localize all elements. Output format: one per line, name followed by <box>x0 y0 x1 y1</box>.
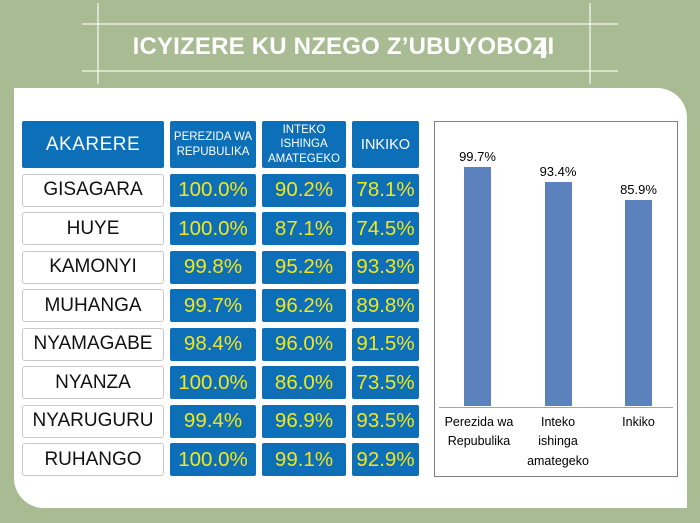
column-header-perezida: PEREZIDA WA REPUBULIKA <box>170 121 256 168</box>
trust-bar-chart: 99.7% Perezida wa Repubulika 93.4% Inteko i… <box>434 121 678 477</box>
value-cell: 96.2% <box>262 289 346 322</box>
bar <box>625 199 652 406</box>
category-label: Inkiko <box>622 415 655 429</box>
value-cell: 99.1% <box>262 443 346 476</box>
bar-value-label: 93.4% <box>539 163 577 179</box>
value-cell: 73.5% <box>352 366 419 399</box>
value-cell: 74.5% <box>352 212 419 245</box>
value-cell: 89.8% <box>352 289 419 322</box>
value-cell: 92.9% <box>352 443 419 476</box>
bar-group: 93.4% <box>519 164 597 406</box>
value-cell: 100.0% <box>170 212 256 245</box>
bar <box>464 166 491 406</box>
column-header-akarere: AKARERE <box>22 121 164 168</box>
value-cell: 78.1% <box>352 173 419 207</box>
title-frame-line-top <box>82 23 618 25</box>
title-frame-line-bottom <box>82 70 618 72</box>
results-table: AKARERE PEREZIDA WA REPUBULIKA INTEKO IS… <box>22 121 419 476</box>
title-accent-mark <box>541 40 546 58</box>
content-card: AKARERE PEREZIDA WA REPUBULIKA INTEKO IS… <box>14 88 687 508</box>
district-cell: GISAGARA <box>22 173 164 207</box>
x-axis-line <box>439 407 673 408</box>
category-label: Inteko ishinga amategeko <box>527 415 589 468</box>
value-cell: 98.4% <box>170 327 256 361</box>
value-cell: 96.0% <box>262 327 346 361</box>
bar <box>544 181 572 406</box>
district-cell: NYANZA <box>22 366 164 399</box>
bar-group: 99.7% <box>439 149 517 406</box>
value-cell: 96.9% <box>262 404 346 438</box>
district-cell: NYARUGURU <box>22 404 164 438</box>
value-cell: 87.1% <box>262 212 346 245</box>
value-cell: 100.0% <box>170 443 256 476</box>
value-cell: 86.0% <box>262 366 346 399</box>
district-cell: RUHANGO <box>22 443 164 476</box>
column-header-inteko: INTEKO ISHINGA AMATEGEKO <box>262 121 346 168</box>
value-cell: 99.4% <box>170 404 256 438</box>
column-header-inkiko: INKIKO <box>352 121 419 168</box>
value-cell: 91.5% <box>352 327 419 361</box>
bar-value-label: 99.7% <box>459 148 496 164</box>
value-cell: 99.8% <box>170 250 256 284</box>
value-cell: 100.0% <box>170 173 256 207</box>
district-cell: KAMONYI <box>22 250 164 284</box>
value-cell: 99.7% <box>170 289 256 322</box>
district-cell: NYAMAGABE <box>22 327 164 361</box>
value-cell: 90.2% <box>262 173 346 207</box>
title-frame-line-left <box>97 3 99 84</box>
bar-group: 85.9% <box>600 182 678 406</box>
page-title: ICYIZERE KU NZEGO Z’UBUYOBOZI <box>132 33 555 60</box>
district-cell: HUYE <box>22 212 164 245</box>
value-cell: 93.3% <box>352 250 419 284</box>
bar-value-label: 85.9% <box>620 181 657 197</box>
value-cell: 95.2% <box>262 250 346 284</box>
value-cell: 93.5% <box>352 404 419 438</box>
district-cell: MUHANGA <box>22 289 164 322</box>
value-cell: 100.0% <box>170 366 256 399</box>
title-frame-line-right <box>589 3 591 84</box>
category-label: Perezida wa Repubulika <box>444 415 514 449</box>
